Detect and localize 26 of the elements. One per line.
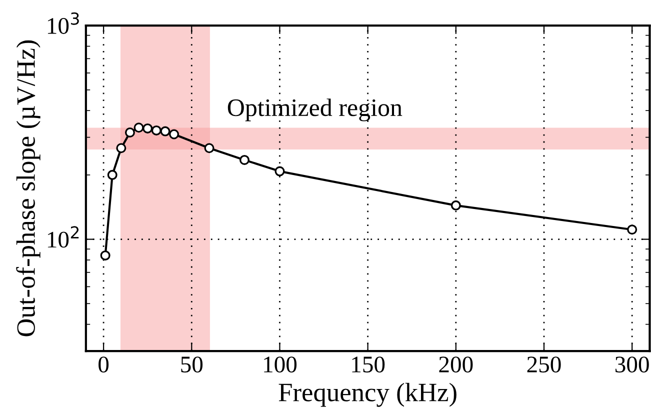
y-axis-title: Out-of-phase slope (µV/Hz)	[16, 40, 40, 336]
point	[627, 224, 638, 235]
point	[107, 170, 118, 180]
point	[134, 122, 144, 133]
x-tick-label: 150	[352, 356, 385, 372]
point	[239, 154, 250, 165]
x-tick-label: 100	[264, 356, 297, 372]
point	[204, 143, 214, 154]
point	[142, 123, 153, 134]
band-label: Optimized region	[228, 98, 402, 122]
y-tick-label: 10$^{3}$	[48, 12, 79, 34]
x-tick-label: 0	[98, 356, 109, 372]
point	[151, 125, 162, 136]
x-tick-label: 50	[181, 356, 203, 372]
y-tick-label: 10$^{2}$	[48, 226, 79, 248]
point	[116, 143, 126, 154]
x-tick-label: 200	[439, 356, 473, 372]
point	[124, 127, 135, 138]
point	[169, 129, 180, 140]
x-tick-label: 250	[527, 356, 561, 372]
point	[160, 126, 170, 136]
point	[450, 200, 461, 210]
x-axis-title: Frequency (kHz)	[278, 382, 456, 407]
point	[100, 250, 110, 260]
x-tick-label: 300	[616, 356, 649, 372]
point	[274, 166, 285, 176]
